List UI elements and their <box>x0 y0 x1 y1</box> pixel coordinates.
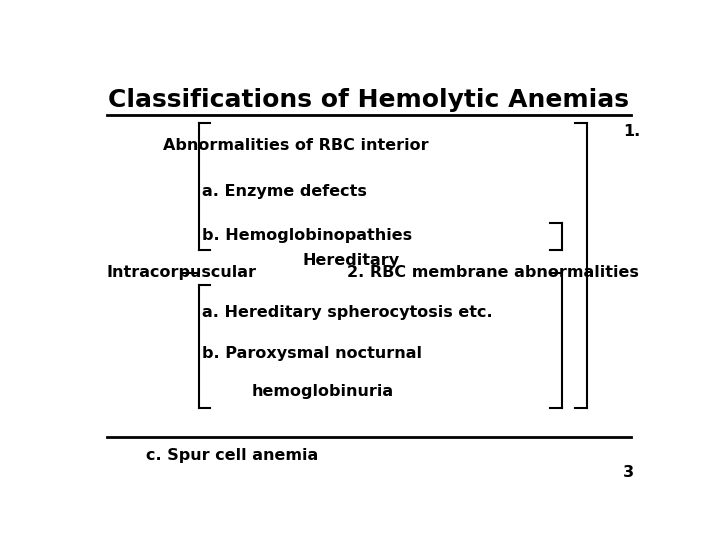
Text: 1.: 1. <box>623 124 640 139</box>
Text: b. Hemoglobinopathies: b. Hemoglobinopathies <box>202 228 412 243</box>
Text: Hereditary: Hereditary <box>302 253 399 268</box>
Text: c. Spur cell anemia: c. Spur cell anemia <box>145 448 318 463</box>
Text: b. Paroxysmal nocturnal: b. Paroxysmal nocturnal <box>202 346 422 361</box>
Text: 3: 3 <box>623 465 634 480</box>
Text: a. Hereditary spherocytosis etc.: a. Hereditary spherocytosis etc. <box>202 305 492 320</box>
Text: hemoglobinuria: hemoglobinuria <box>252 384 394 399</box>
Text: 2. RBC membrane abnormalities: 2. RBC membrane abnormalities <box>347 265 639 280</box>
Text: Intracorpuscular: Intracorpuscular <box>107 265 257 280</box>
Text: a. Enzyme defects: a. Enzyme defects <box>202 184 366 199</box>
Text: Classifications of Hemolytic Anemias: Classifications of Hemolytic Anemias <box>109 87 629 112</box>
Text: Abnormalities of RBC interior: Abnormalities of RBC interior <box>163 138 428 153</box>
